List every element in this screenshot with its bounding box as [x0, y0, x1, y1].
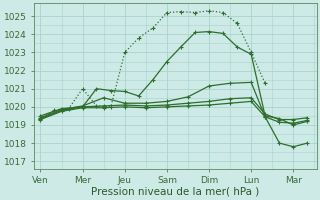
- X-axis label: Pression niveau de la mer( hPa ): Pression niveau de la mer( hPa ): [91, 187, 260, 197]
